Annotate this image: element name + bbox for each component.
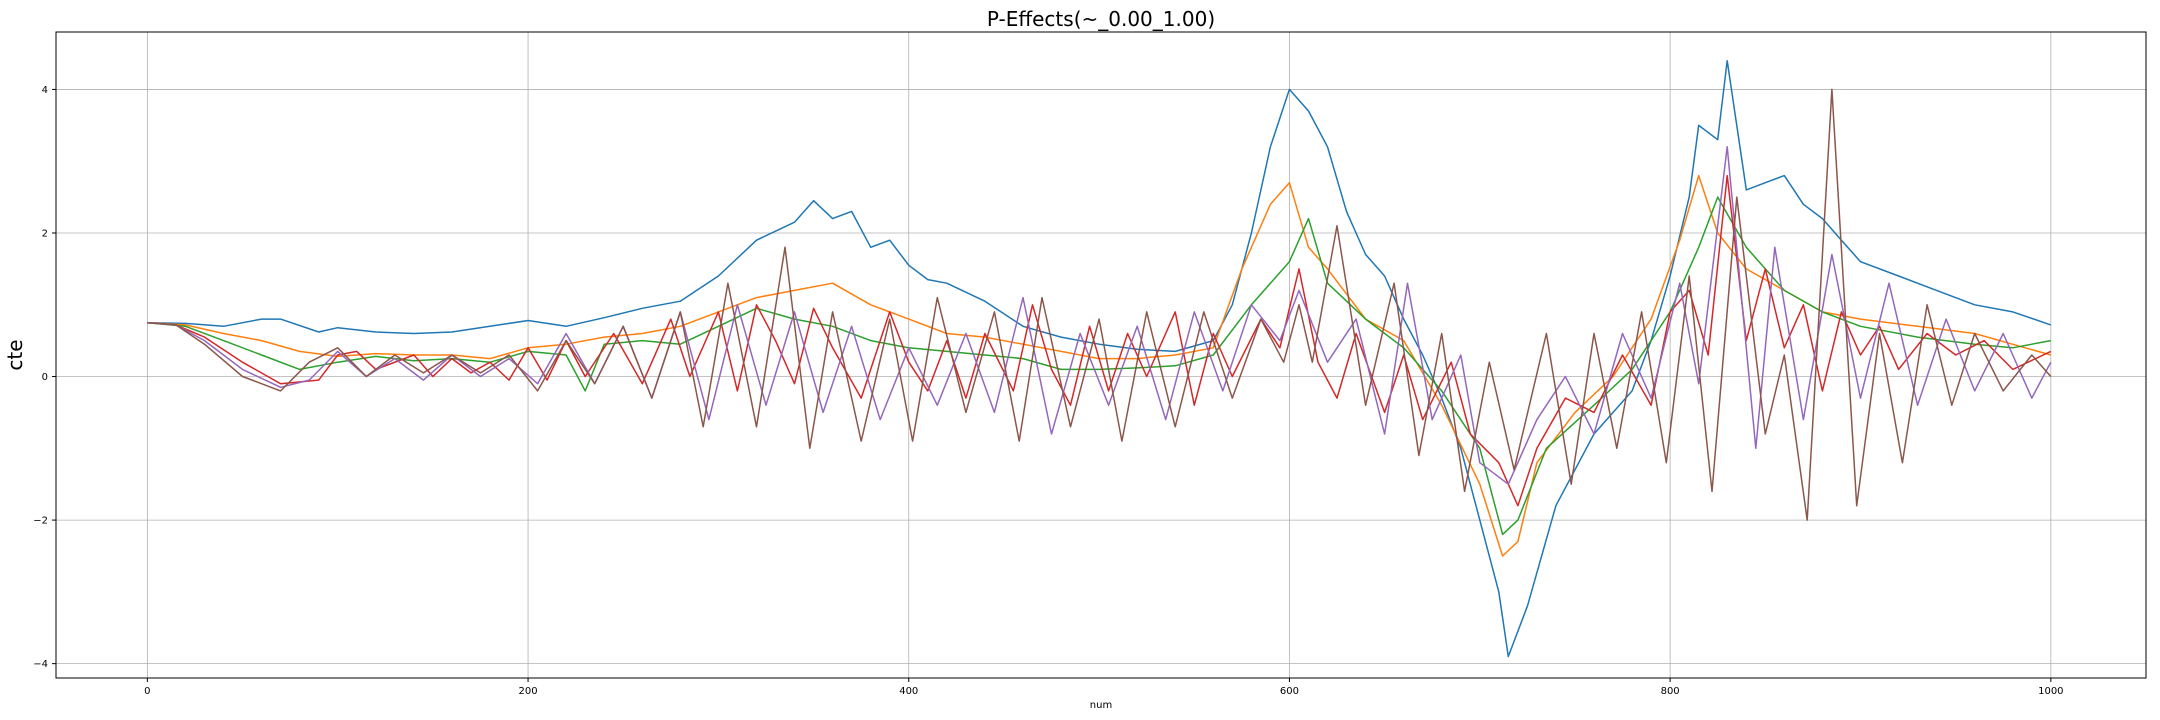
series-line-3 [147,196,2051,536]
series-line-4 [147,174,2052,507]
x-tick-label: 1000 [2038,686,2063,697]
y-tick-label: −2 [33,516,48,527]
chart-title: P-Effects(~_0.00_1.00) [987,7,1215,31]
y-tick-label: 4 [42,85,48,96]
series-group [147,59,2052,658]
series-line-6 [147,88,2052,521]
series-line-1 [147,59,2052,658]
y-tick-label: −4 [33,659,48,670]
y-tick-label: 0 [42,372,48,383]
ticks: 0 200 400 600 800 1000 −4 −2 0 2 4 [33,85,2063,697]
axes-frame [55,31,2147,679]
grid [56,32,2146,678]
y-axis-label: cte [3,339,27,370]
x-tick-label: 400 [899,686,918,697]
series-line-5 [147,146,2052,485]
x-tick-label: 0 [144,686,150,697]
x-tick-label: 200 [519,686,538,697]
x-tick-label: 600 [1280,686,1299,697]
y-tick-label: 2 [42,228,48,239]
x-axis-label: num [1090,700,1112,711]
x-tick-label: 800 [1661,686,1680,697]
